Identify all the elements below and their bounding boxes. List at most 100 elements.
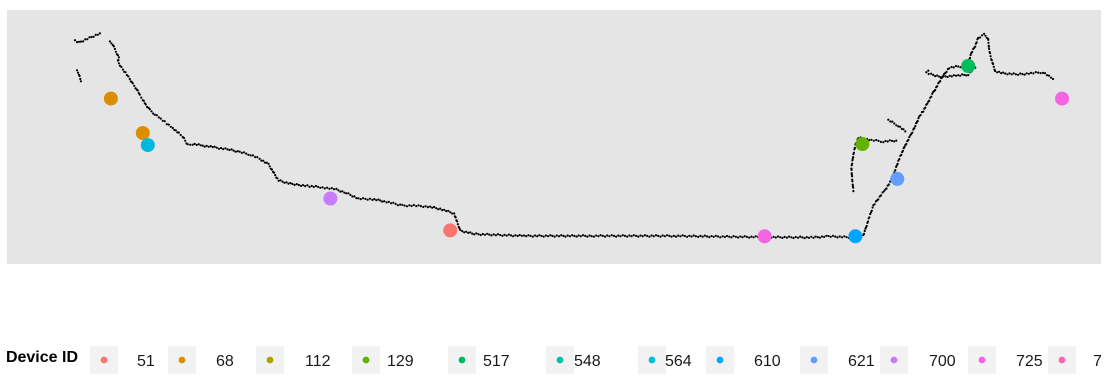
track-point [424, 205, 427, 208]
track-point [368, 197, 372, 200]
track-point [579, 235, 582, 238]
track-point [705, 235, 709, 238]
track-point [957, 65, 960, 68]
track-point [353, 195, 356, 198]
track-point [490, 234, 493, 237]
track-point [265, 161, 268, 164]
track-point [242, 151, 246, 154]
track-point [335, 187, 338, 190]
legend-swatch-7 [1058, 356, 1066, 364]
track-point [852, 151, 856, 154]
track-point [405, 205, 409, 208]
track-point [525, 235, 528, 238]
track-point [330, 187, 333, 190]
track-point [116, 59, 119, 62]
track-point [514, 234, 517, 237]
track-point [486, 232, 489, 235]
track-point [287, 182, 290, 185]
track-point [851, 185, 855, 188]
track-point [701, 235, 704, 238]
track-point [110, 42, 113, 45]
track-point [862, 232, 866, 235]
track-point [79, 40, 83, 43]
track-point [936, 85, 939, 88]
track-point [930, 72, 933, 75]
track-point [737, 236, 740, 239]
track-point [96, 33, 99, 36]
track-point [191, 143, 194, 146]
track-point [853, 146, 857, 149]
track-point [86, 38, 89, 41]
track-point [90, 35, 93, 39]
track-point [890, 139, 894, 142]
track-point [1021, 73, 1024, 76]
track-point [588, 234, 591, 237]
track-point [509, 234, 513, 237]
track-point [138, 93, 141, 96]
track-point [167, 123, 170, 126]
track-point [163, 120, 166, 123]
track-point [276, 177, 279, 180]
track-point [148, 108, 151, 111]
track-point [971, 50, 974, 54]
track-point [606, 234, 609, 237]
device-point-68 [103, 91, 118, 106]
track-point [377, 198, 380, 201]
track-point [686, 235, 689, 238]
track-point [639, 234, 642, 237]
track-point [289, 182, 292, 185]
track-point [877, 198, 880, 201]
track-point [851, 183, 854, 186]
track-point [152, 112, 155, 115]
legend-label-621: 621 [848, 353, 875, 370]
track-point [772, 235, 775, 238]
track-point [76, 71, 80, 74]
track-point [443, 208, 446, 211]
track-point [610, 234, 613, 237]
track-point [851, 162, 854, 165]
track-point [108, 40, 111, 43]
track-point [712, 235, 715, 238]
track-point [285, 181, 288, 184]
track-point [373, 198, 376, 201]
track-point [796, 236, 800, 239]
track-point [668, 234, 671, 237]
track-point [230, 148, 233, 151]
legend-label-700: 700 [929, 353, 956, 370]
track-point [283, 181, 286, 184]
track-point [467, 231, 470, 234]
track-point [652, 235, 655, 238]
track-point [599, 234, 602, 237]
track-point [674, 235, 678, 238]
track-point [220, 146, 223, 150]
track-point [850, 173, 854, 176]
track-point [913, 127, 916, 130]
track-point [868, 216, 871, 219]
track-point [165, 123, 168, 126]
device-point-51 [443, 223, 458, 238]
track-point [153, 113, 156, 116]
track-point [745, 235, 749, 238]
track-point [871, 206, 874, 209]
track-point [612, 234, 616, 237]
track-point [666, 234, 669, 237]
track-point [281, 180, 284, 183]
track-point [518, 233, 521, 237]
track-point [987, 38, 990, 42]
track-point [463, 231, 466, 234]
track-point [825, 234, 828, 237]
track-point [1010, 73, 1013, 76]
track-point [337, 189, 340, 192]
track-point [238, 150, 241, 153]
track-point [1004, 72, 1007, 75]
track-point [1023, 73, 1026, 76]
track-point [699, 234, 702, 237]
track-point [401, 203, 404, 206]
track-point [232, 149, 235, 152]
track-point [967, 74, 970, 77]
track-point [203, 145, 206, 148]
track-point [224, 147, 227, 150]
track-point [343, 191, 346, 194]
track-point [880, 194, 883, 197]
